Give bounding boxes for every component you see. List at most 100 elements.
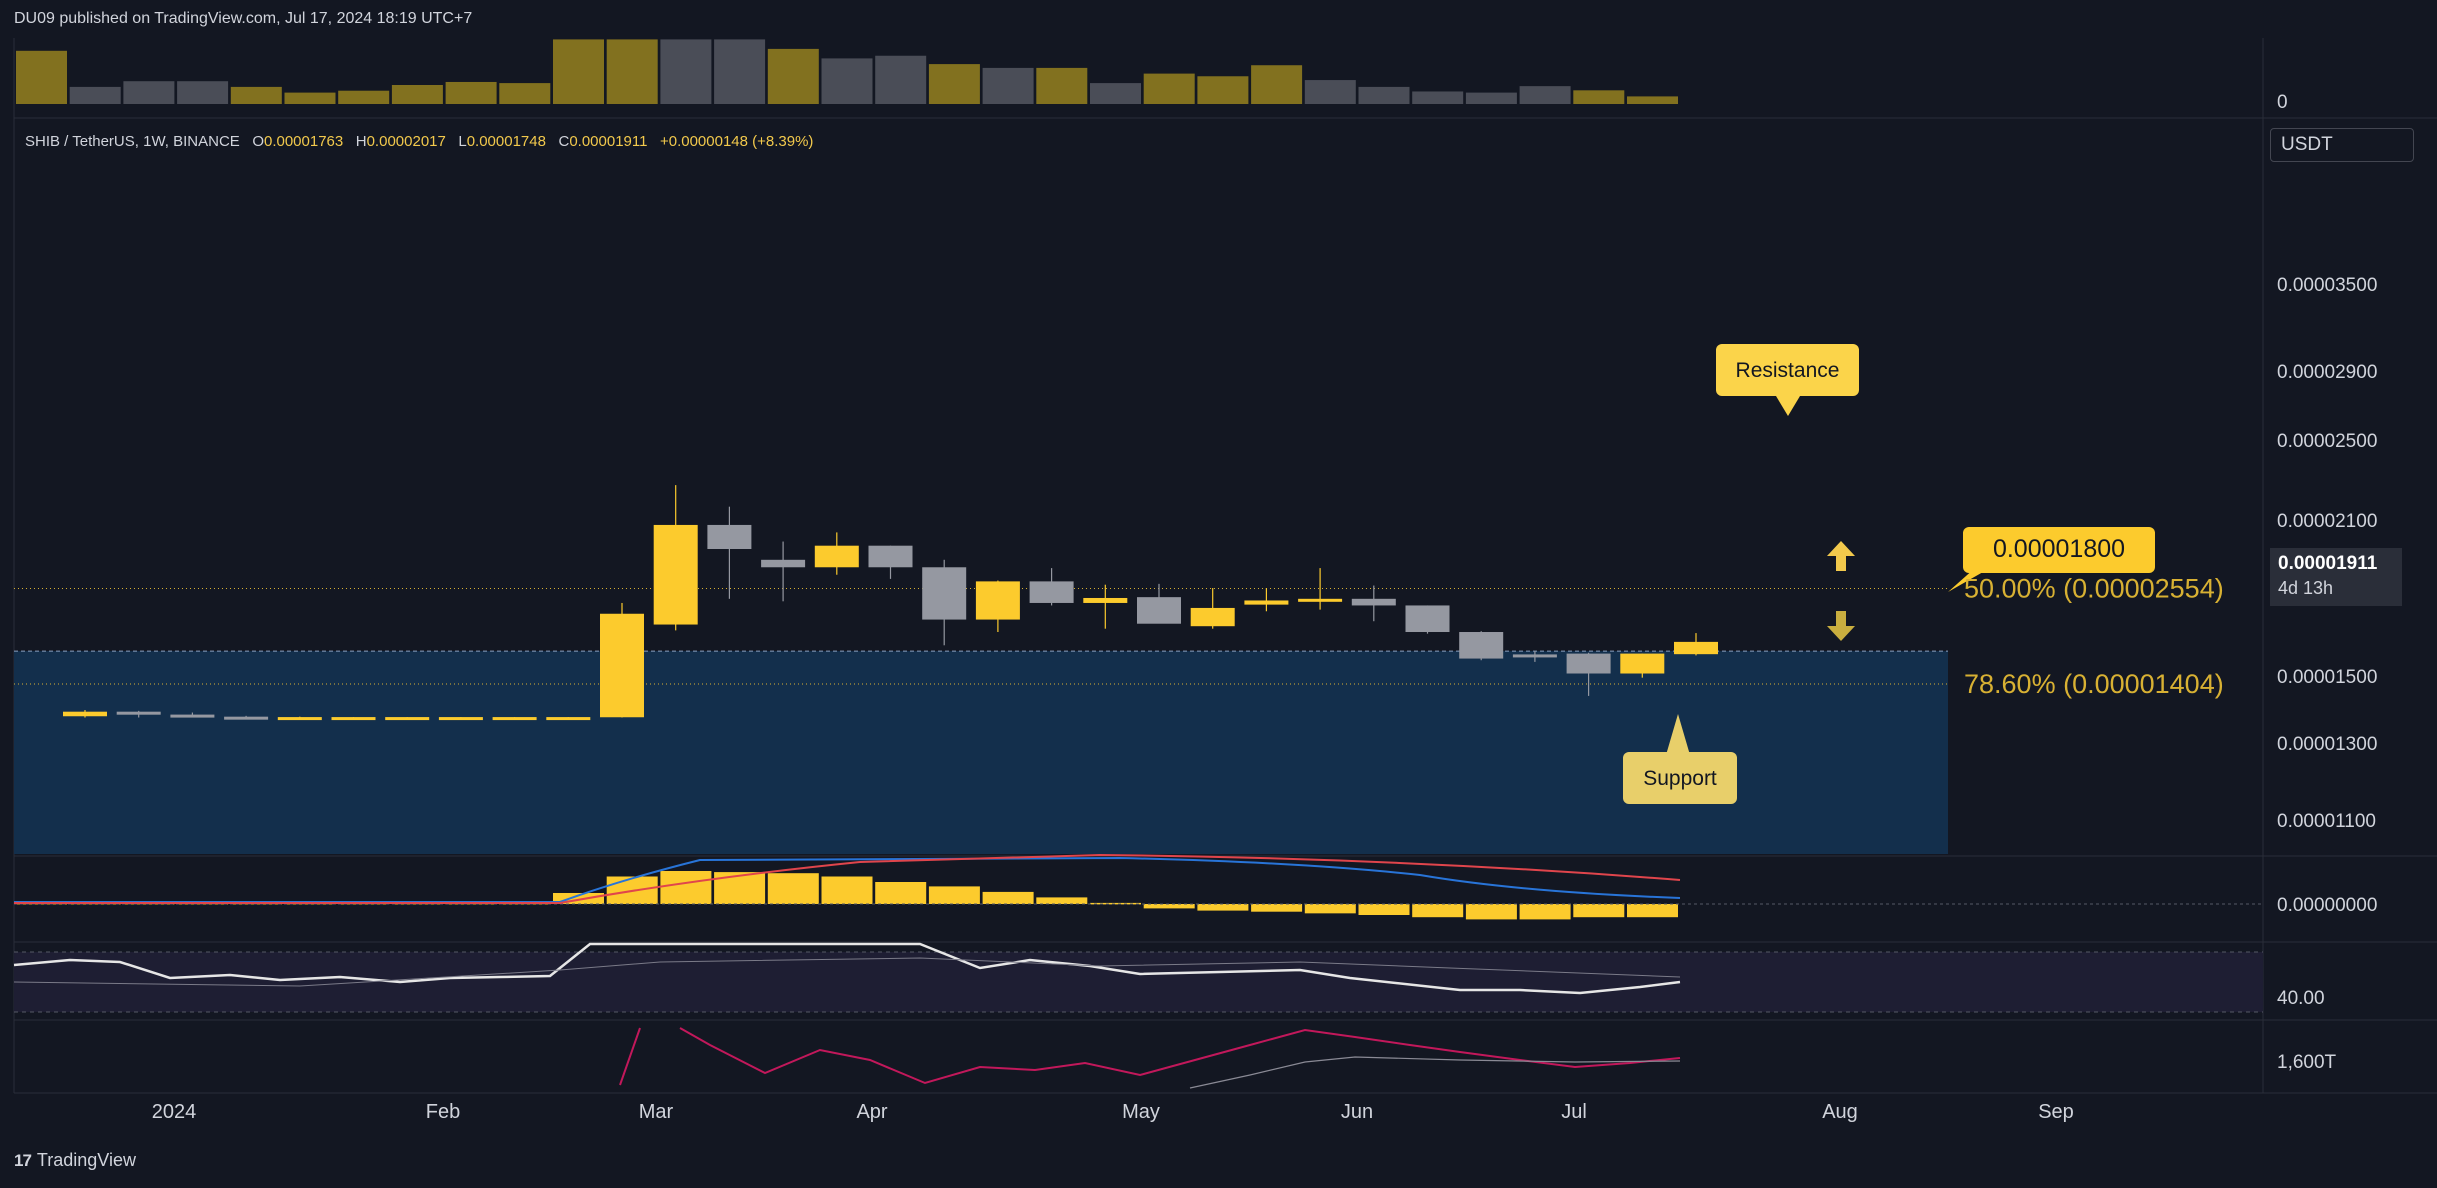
bottom-indicator-tick-label: 1,600T <box>2277 1052 2337 1073</box>
support-zone <box>14 588 1948 854</box>
fib-50-label: 50.00% (0.00002554) <box>1964 574 2224 604</box>
low-value: 0.00001748 <box>466 133 546 150</box>
macd-histogram-bar <box>767 873 819 904</box>
x-axis-label: 2024 <box>152 1101 197 1123</box>
candle-body <box>1244 600 1289 605</box>
candle-body <box>814 545 859 568</box>
candle-body <box>761 559 806 568</box>
macd-histogram-bar <box>1143 904 1195 909</box>
candle-body <box>1351 598 1396 606</box>
candle-body <box>438 717 483 721</box>
candle-body <box>653 524 698 625</box>
rsi-band <box>14 952 2263 1012</box>
volume-bar <box>553 39 604 104</box>
candle-body <box>170 714 215 718</box>
x-axis-label: Sep <box>2038 1101 2074 1123</box>
macd-histogram-bar <box>1465 904 1517 920</box>
rsi-line <box>13 942 1681 995</box>
volume-bar <box>69 86 121 104</box>
candle-body <box>975 581 1020 620</box>
candle-body <box>1137 597 1181 624</box>
price-tick-label: 0.00002100 <box>2277 511 2377 532</box>
brand-name: TradingView <box>36 1150 136 1170</box>
price-tick-label: 0.00001500 <box>2277 667 2377 688</box>
candle-body <box>1298 598 1343 602</box>
volume-bar <box>1519 86 1571 104</box>
last-price: 0.00001911 <box>2278 553 2378 574</box>
volume-bar <box>1573 90 1625 104</box>
high-value: 0.00002017 <box>366 133 446 150</box>
candle-body <box>331 717 376 721</box>
axes: 0.00003500 0.00002900 0.00002500 0.00002100… <box>152 92 2378 1123</box>
support-label: Support <box>1643 767 1717 790</box>
volume-bar <box>875 55 927 104</box>
macd-histogram-bar <box>928 886 980 904</box>
candle-body <box>1620 653 1665 674</box>
candle-body <box>1190 607 1235 627</box>
macd-histogram-bar <box>1412 904 1464 918</box>
volume-bar <box>821 58 873 104</box>
x-axis-label: Aug <box>1822 1101 1858 1123</box>
candle-body <box>1459 632 1504 659</box>
bottom-indicator-line <box>619 1027 1681 1086</box>
candle-body <box>1674 641 1718 655</box>
candle-body <box>1029 581 1074 603</box>
annotations: Resistance Support 0.00001800 50.00% (0.000… <box>1623 344 2224 804</box>
volume-bar <box>230 86 282 104</box>
bottom-indicator-ma <box>1189 1056 1681 1089</box>
candle-body <box>63 711 107 717</box>
tradingview-brand[interactable]: 17 TradingView <box>14 1150 136 1171</box>
resistance-pointer <box>1776 396 1800 416</box>
candlesticks <box>63 485 1718 721</box>
volume-bar <box>1090 83 1141 104</box>
macd-histogram-bar <box>1036 897 1088 904</box>
macd-line <box>14 856 1681 903</box>
candle-body <box>277 717 322 721</box>
candle-body <box>1512 654 1557 658</box>
macd-histogram-bar <box>1251 904 1303 912</box>
support-label-box <box>1623 752 1737 804</box>
candle-body <box>546 717 591 721</box>
price-tick-label: 0.00001300 <box>2277 734 2377 755</box>
x-axis-label: Feb <box>426 1101 460 1123</box>
bar-countdown: 4d 13h <box>2278 578 2334 598</box>
volume-bar <box>1627 96 1678 104</box>
last-price-tag: 0.00001911 4d 13h <box>2270 548 2402 606</box>
signal-line <box>14 853 1681 904</box>
close-value: 0.00001911 <box>569 133 648 150</box>
open-value: 0.00001763 <box>263 133 344 150</box>
volume-bar <box>499 83 551 104</box>
macd-histogram-bar <box>821 876 873 904</box>
support-zone-rect <box>14 651 1948 854</box>
bottom-bar <box>0 1140 2437 1188</box>
arrow-down-icon <box>1827 611 1855 641</box>
currency-button[interactable]: USDT <box>2270 128 2414 162</box>
candle-body <box>868 545 913 568</box>
candle-body <box>492 717 537 721</box>
volume-bar <box>1412 91 1464 104</box>
volume-bar <box>445 81 497 104</box>
indicator-panes <box>13 853 2263 1089</box>
volume-bar <box>391 85 443 104</box>
close-label: C <box>558 133 570 150</box>
publisher-line: DU09 published on TradingView.com, Jul 1… <box>14 10 473 27</box>
change-value: +0.00000148 (+8.39%) <box>659 133 814 150</box>
volume-bar <box>606 39 658 104</box>
symbol-label: SHIB / TetherUS, 1W, BINANCE <box>25 133 240 150</box>
candle-body <box>707 524 752 550</box>
top-bar: DU09 published on TradingView.com, Jul 1… <box>0 0 2437 38</box>
volume-bar <box>1036 67 1088 104</box>
candle-body <box>116 711 161 715</box>
key-level-label-box <box>1963 527 2155 573</box>
open-label: O <box>252 133 264 150</box>
price-tick-label: 0.00003500 <box>2277 275 2377 296</box>
volume-bar <box>123 81 175 104</box>
volume-bar <box>16 50 67 104</box>
volume-bar <box>660 39 712 104</box>
ohlc-legend: SHIB / TetherUS, 1W, BINANCE O0.00001763… <box>25 133 813 150</box>
candle-body <box>1405 605 1450 633</box>
candle-body <box>385 717 430 721</box>
arrow-up-icon <box>1827 541 1855 571</box>
volume-bar <box>1197 76 1249 104</box>
